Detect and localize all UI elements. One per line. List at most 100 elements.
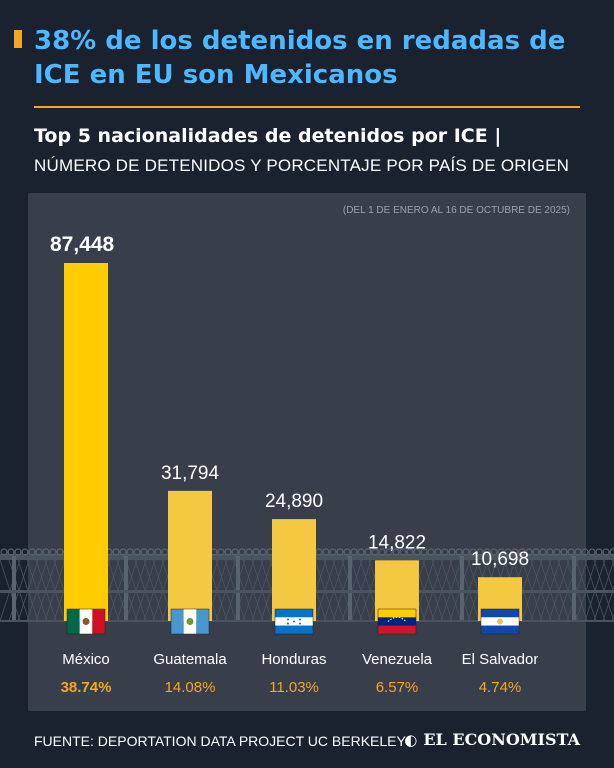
flag-star [287,622,289,625]
percent-label-1: 38.74% [61,679,112,696]
value-label-3: 24,890 [265,491,323,512]
flag-stripe [275,609,313,618]
razor-wire-coil [546,548,554,556]
flag-emblem [497,618,503,625]
razor-wire-coil [147,548,155,556]
chart-subtitle: NÚMERO DE DETENIDOS Y PORCENTAJE POR PAÍ… [34,156,570,175]
flag-emblem [82,618,90,625]
flag-border [377,608,417,635]
razor-wire-coil [7,548,15,556]
razor-wire-coil [420,548,428,556]
razor-wire-coil [42,548,50,556]
razor-wire-coil [217,548,225,556]
razor-wire-coil [574,548,582,556]
flag-star [293,620,295,623]
razor-wire-coil [154,548,162,556]
razor-wire-coil [595,548,603,556]
razor-wire-coil [413,548,421,556]
flag-emblem [186,618,194,625]
razor-wire-coil [21,548,29,556]
el-economista-logo-icon: ◐ [404,730,418,749]
razor-wire-coil [518,548,526,556]
razor-wire-coil [126,548,134,556]
razor-wire-coil [469,548,477,556]
razor-wire-coil [133,548,141,556]
fence-post [572,556,576,621]
razor-wire-coil [504,548,512,556]
razor-wire-coil [0,548,8,556]
flag-star [299,618,301,621]
razor-wire-coil [602,548,610,556]
razor-wire-coil [553,548,561,556]
razor-wire-coil [567,548,575,556]
flag-stripe [378,625,416,634]
razor-wire-coil [560,548,568,556]
value-label-5: 10,698 [471,549,529,570]
razor-wire-coil [245,548,253,556]
razor-wire-coil [329,548,337,556]
fence-post [236,556,240,621]
razor-wire-coil [35,548,43,556]
razor-wire-coil [56,548,64,556]
razor-wire-coil [28,548,36,556]
razor-wire-coil [231,548,239,556]
flag-star-arc [387,616,407,622]
razor-wire-coil [336,548,344,556]
percent-label-3: 11.03% [269,679,319,696]
category-label-5: El Salvador [462,651,539,668]
razor-wire-coil [224,548,232,556]
bar-2 [168,490,212,621]
razor-wire-coil [448,548,456,556]
razor-wire-coil [322,548,330,556]
razor-wire-coil [371,548,379,556]
razor-wire-coil [343,548,351,556]
razor-wire-coil [364,548,372,556]
flag-stripe [92,609,105,634]
razor-wire-coil [49,548,57,556]
category-label-1: México [62,651,110,668]
brand-name: EL ECONOMISTA [423,730,580,749]
razor-wire-coil [476,548,484,556]
flag-stripe [481,609,519,618]
flag-stripe [378,617,416,626]
razor-wire-coil [252,548,260,556]
labels-group: 87,448 México 38.74% 31,794 Guatemala 14.08% 2… [50,233,538,696]
flag-stripe [67,609,80,634]
razor-wire-coil [588,548,596,556]
razor-wire-coil [357,548,365,556]
flag-border [274,608,314,635]
bar-3 [272,519,316,621]
flag-border [170,608,210,635]
razor-wire-coil [392,548,400,556]
flag-border [480,608,520,635]
fence-post [124,556,128,621]
value-label-2: 31,794 [161,463,220,484]
bars-group [64,263,522,621]
date-range-note: (DEL 1 DE ENERO AL 16 DE OCTUBRE DE 2025… [342,205,570,216]
bar-1 [64,263,108,621]
honduras-flag-icon [274,608,314,635]
razor-wire-coil [497,548,505,556]
razor-wire-coil [238,548,246,556]
venezuela-flag-icon [377,608,417,635]
category-label-2: Guatemala [153,651,227,668]
flag-stripe [378,609,416,618]
razor-wire-coil [119,548,127,556]
razor-wire-coil [14,548,22,556]
headline-divider [34,106,580,108]
headline-accent-bar [14,30,22,48]
razor-wire-coil [511,548,519,556]
percent-label-5: 4.74% [479,679,522,696]
flag-star [299,622,301,625]
razor-wire-coil [406,548,414,556]
razor-wire-coil [385,548,393,556]
razor-wire-coil [399,548,407,556]
flag-border [66,608,106,635]
flag-stripe [275,625,313,634]
headline: 38% de los detenidos en redadas de ICE e… [34,26,566,90]
razor-wire-coil [455,548,463,556]
fence-post [460,556,464,621]
el-salvador-flag-icon [480,608,520,635]
razor-wire-coil [609,548,614,556]
